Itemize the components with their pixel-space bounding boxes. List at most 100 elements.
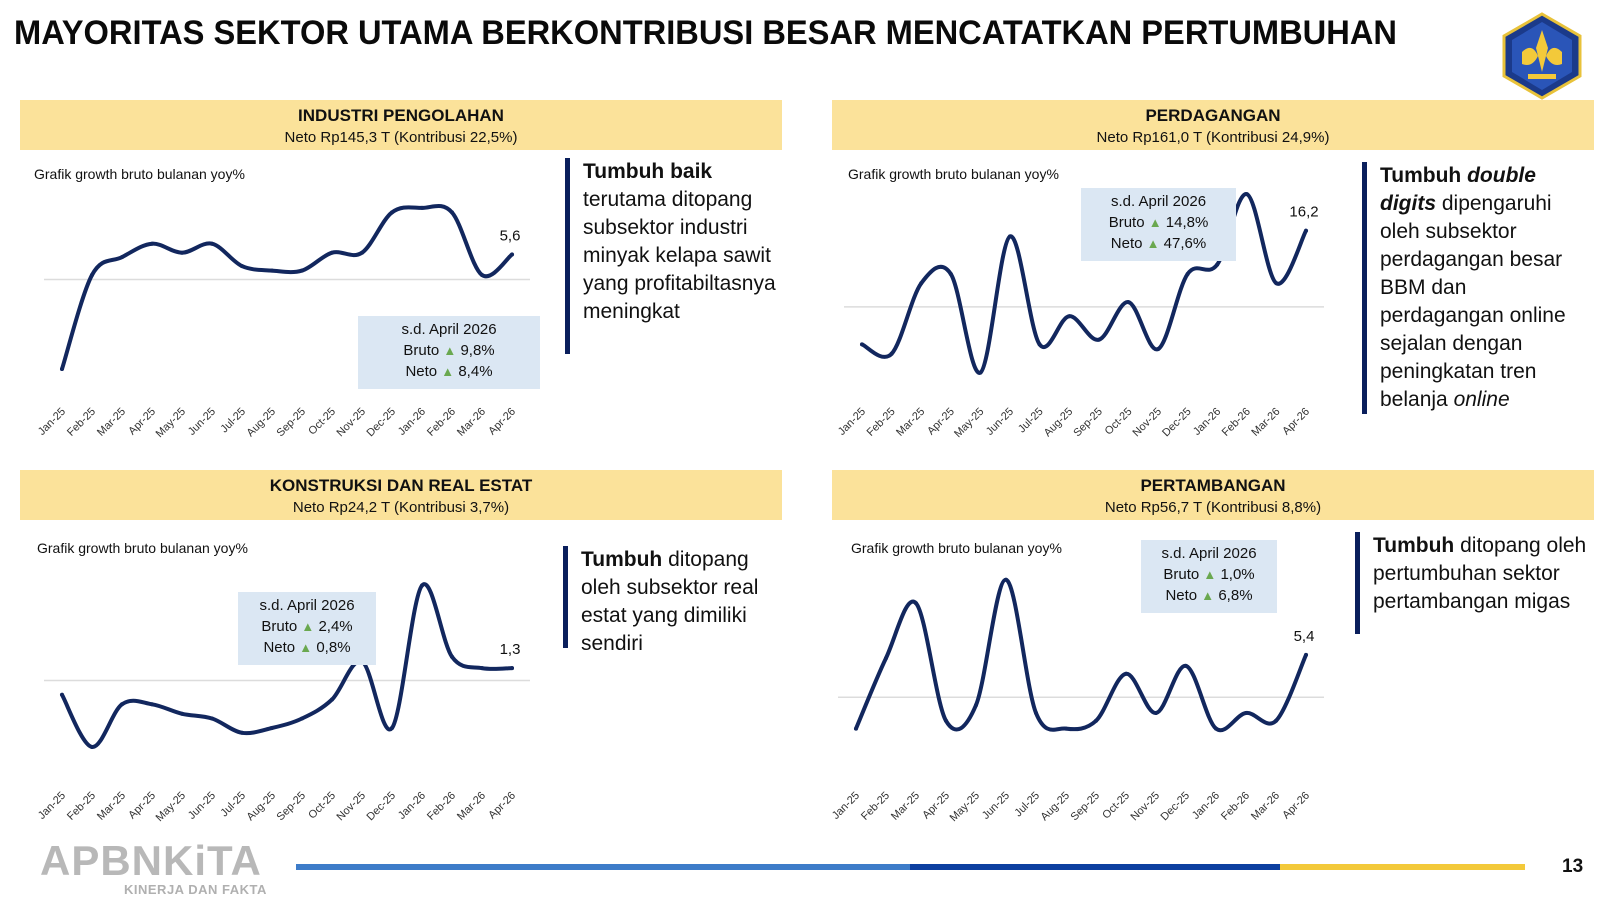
panel-header-perdagangan: PERDAGANGAN Neto Rp161,0 T (Kontribusi 2… (832, 100, 1594, 150)
footer-bar-segment (910, 864, 1280, 870)
stat-neto-value: 47,6% (1163, 235, 1207, 252)
stat-bruto-label: Bruto (1163, 566, 1200, 583)
data-point (978, 370, 983, 375)
data-point (884, 656, 888, 661)
x-tick-label: Mar-25 (95, 790, 128, 823)
data-point (420, 205, 424, 210)
x-tick-label: Mar-26 (1249, 790, 1282, 823)
data-point (390, 726, 394, 730)
data-point (854, 726, 858, 731)
data-point (240, 730, 244, 735)
data-point (1067, 314, 1072, 319)
data-point (210, 241, 214, 246)
stat-bruto-value: 1,0% (1220, 566, 1255, 583)
up-triangle-icon: ▲ (443, 343, 457, 358)
panel-title: INDUSTRI PENGOLAHAN (298, 106, 504, 125)
x-tick-label: Aug-25 (1039, 790, 1073, 824)
panel-subtitle: Neto Rp161,0 T (Kontribusi 24,9%) (1096, 129, 1330, 146)
data-point (420, 583, 424, 588)
x-tick-label: Feb-26 (1219, 790, 1252, 823)
last-value-label: 5,4 (1294, 628, 1315, 645)
stat-bruto-label: Bruto (403, 342, 440, 359)
data-point (270, 268, 274, 273)
data-point (90, 745, 94, 749)
data-point (180, 250, 184, 255)
data-point (1064, 726, 1068, 731)
desc-text: ditopang oleh pertumbuhan sektor pertamb… (1373, 534, 1587, 613)
x-tick-label: Sep-25 (1071, 406, 1105, 440)
footer-bar-segment (296, 864, 910, 870)
x-tick-label: Feb-25 (865, 406, 898, 439)
x-tick-label: Feb-26 (1220, 406, 1253, 439)
description-industri: Tumbuh baik terutama ditopang subsektor … (565, 158, 778, 354)
desc-italic-end: online (1453, 388, 1510, 411)
up-triangle-icon: ▲ (1146, 236, 1160, 251)
data-point (944, 718, 948, 723)
series-line (60, 203, 514, 371)
data-point (300, 716, 304, 721)
data-point (1096, 337, 1101, 342)
stat-box-konstruksi: s.d. April 2026 Bruto ▲ 2,4% Neto ▲ 0,8% (238, 592, 376, 665)
x-tick-label: Oct-25 (1103, 406, 1135, 438)
x-tick-label: Aug-25 (245, 790, 279, 824)
data-point (1244, 711, 1248, 715)
panel-subtitle: Neto Rp145,3 T (Kontribusi 22,5%) (284, 129, 518, 146)
x-tick-label: Apr-25 (126, 406, 158, 438)
data-point (60, 367, 64, 371)
x-tick-label: Jan-25 (36, 406, 68, 438)
x-tick-label: Feb-26 (425, 406, 458, 439)
x-tick-label: Apr-25 (126, 790, 158, 822)
x-tick-label: Dec-25 (1159, 790, 1193, 824)
stat-neto-label: Neto (405, 363, 438, 380)
data-point (1156, 347, 1160, 352)
data-point (150, 702, 154, 707)
x-tick-label: Mar-26 (1249, 406, 1282, 439)
stat-bruto-value: 14,8% (1165, 214, 1209, 231)
data-point (270, 726, 274, 730)
x-tick-label: Aug-25 (1042, 406, 1076, 440)
x-tick-label: May-25 (948, 790, 982, 824)
stat-bruto-label: Bruto (1108, 214, 1145, 231)
x-tick-label: Dec-25 (365, 406, 399, 440)
x-tick-label: Mar-26 (455, 406, 488, 439)
data-point (510, 252, 514, 257)
data-point (360, 250, 364, 255)
data-point (1037, 342, 1042, 347)
desc-text: dipengaruhi oleh subsektor perdagangan b… (1380, 192, 1566, 411)
data-point (1004, 577, 1008, 582)
data-point (948, 272, 953, 276)
x-tick-label: Jan-26 (396, 790, 428, 822)
panel-header-industri: INDUSTRI PENGOLAHAN Neto Rp145,3 T (Kont… (20, 100, 782, 150)
data-point (150, 241, 154, 246)
description-pertambangan: Tumbuh ditopang oleh pertumbuhan sektor … (1355, 532, 1588, 634)
x-tick-label: Sep-25 (275, 406, 309, 440)
desc-bold: Tumbuh (581, 548, 663, 571)
chart-label: Grafik growth bruto bulanan yoy% (848, 166, 1059, 182)
chart-label: Grafik growth bruto bulanan yoy% (851, 540, 1062, 556)
up-triangle-icon: ▲ (441, 364, 455, 379)
data-point (889, 351, 894, 356)
panel-subtitle: Neto Rp24,2 T (Kontribusi 3,7%) (292, 499, 510, 516)
page-title: MAYORITAS SEKTOR UTAMA BERKONTRIBUSI BES… (14, 14, 1397, 52)
x-tick-label: Apr-26 (486, 406, 518, 438)
data-point (1214, 726, 1218, 731)
brand-tagline: KINERJA DAN FAKTA (124, 882, 267, 897)
stat-neto-label: Neto (263, 639, 296, 656)
data-point (974, 703, 978, 708)
x-tick-label: Jun-25 (980, 790, 1012, 822)
x-tick-label: Aug-25 (245, 406, 279, 440)
stat-title: s.d. April 2026 (259, 597, 355, 614)
data-point (240, 264, 244, 269)
data-point (450, 654, 454, 659)
x-tick-label: Mar-25 (894, 406, 927, 439)
x-tick-label: Nov-25 (1131, 406, 1165, 440)
description-perdagangan: Tumbuh double digits dipengaruhi oleh su… (1362, 162, 1585, 414)
x-tick-label: Jan-26 (1190, 790, 1222, 822)
data-point (330, 697, 334, 702)
x-tick-label: Apr-26 (1280, 406, 1312, 438)
x-tick-label: Feb-25 (65, 406, 98, 439)
panel-title: PERDAGANGAN (1145, 106, 1281, 125)
data-point (480, 273, 484, 277)
desc-bold: Tumbuh (1373, 534, 1455, 557)
